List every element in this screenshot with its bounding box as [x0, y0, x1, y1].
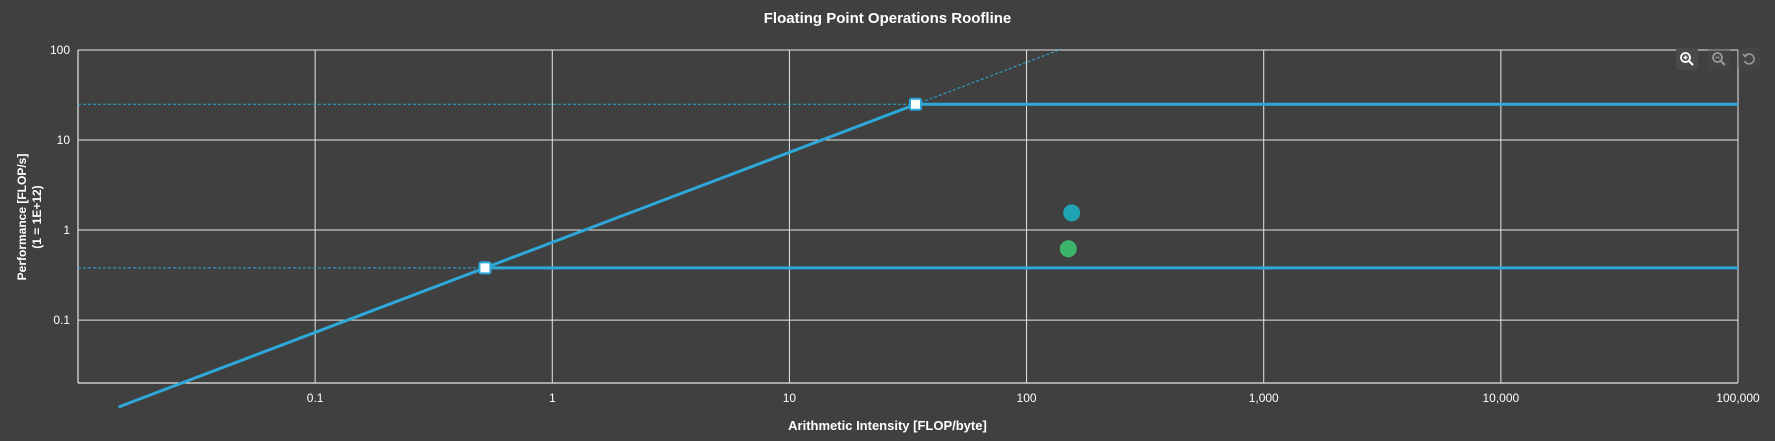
- y-tick-label: 10: [57, 133, 71, 147]
- x-tick-label: 0.1: [307, 391, 324, 405]
- chart-title: Floating Point Operations Roofline: [763, 10, 1012, 27]
- tick-labels: 0.1 1 10 100 1,000 10,000 100,000 0.1 1 10 100: [50, 43, 1760, 405]
- zoom-in-button[interactable]: [1676, 48, 1698, 70]
- zoom-in-icon: [1680, 52, 1694, 66]
- ridge-point-marker: [478, 261, 492, 275]
- zoom-out-button[interactable]: [1708, 48, 1730, 70]
- x-tick-label: 100,000: [1716, 391, 1760, 405]
- bandwidth-roof-line: [118, 102, 917, 409]
- x-tick-label: 1: [549, 391, 556, 405]
- y-tick-label: 0.1: [53, 313, 70, 327]
- x-axis-label: Arithmetic Intensity [FLOP/byte]: [788, 418, 987, 433]
- reset-icon: [1742, 53, 1755, 65]
- data-points: [1059, 204, 1081, 258]
- roofline-lines: [78, 48, 1738, 409]
- zoom-out-icon: [1712, 52, 1726, 66]
- data-point: [1063, 204, 1081, 222]
- bandwidth-roof-extension: [915, 48, 1062, 105]
- ridge-point-marker: [908, 97, 922, 111]
- y-tick-label: 1: [63, 223, 70, 237]
- grid: [77, 49, 1739, 384]
- reset-zoom-button[interactable]: [1738, 48, 1760, 70]
- x-tick-label: 100: [1017, 391, 1037, 405]
- y-tick-label: 100: [50, 43, 70, 57]
- data-point: [1059, 240, 1077, 258]
- x-tick-label: 10,000: [1483, 391, 1520, 405]
- x-tick-label: 10: [783, 391, 797, 405]
- x-tick-label: 1,000: [1249, 391, 1279, 405]
